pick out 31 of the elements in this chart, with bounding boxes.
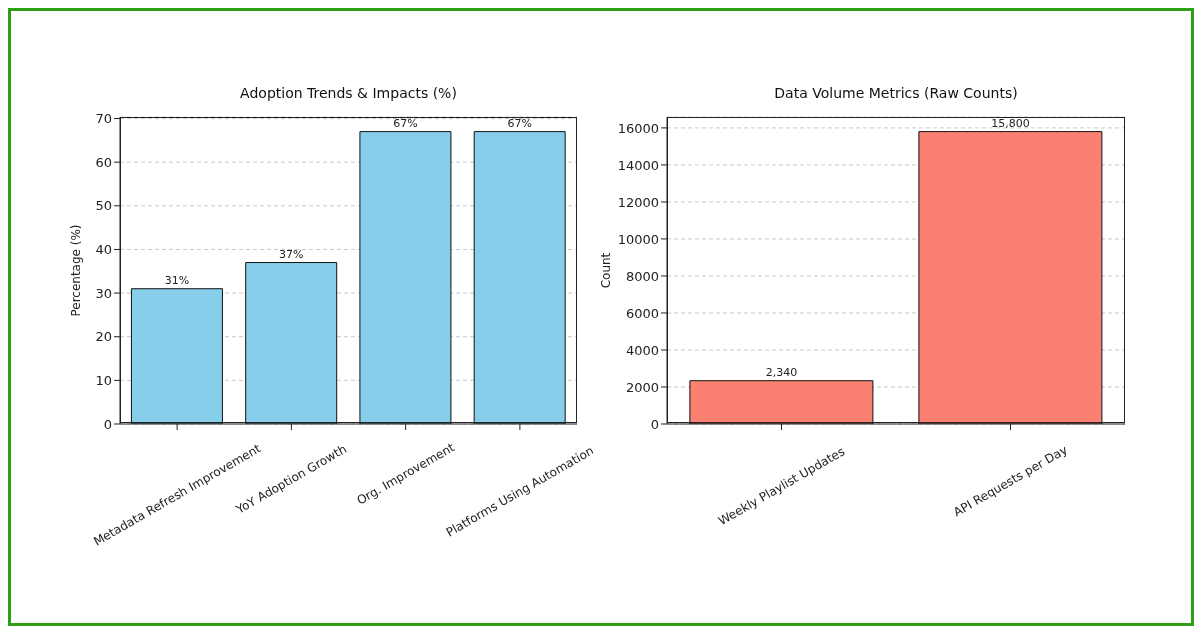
y-tick-label: 30 [95, 285, 112, 301]
data-label: 67% [507, 116, 532, 130]
y-tick-label: 0 [650, 416, 659, 432]
y-tick-label: 6000 [625, 305, 659, 321]
y-axis-title: Percentage (%) [69, 224, 84, 317]
y-tick-label: 4000 [625, 342, 659, 358]
y-tick-label: 20 [95, 329, 112, 345]
chart-title: Data Volume Metrics (Raw Counts) [773, 85, 1019, 101]
bar [359, 131, 452, 424]
y-tick-label: 12000 [617, 194, 659, 210]
y-tick-label: 8000 [625, 268, 659, 284]
data-label: 31% [164, 273, 190, 287]
y-tick-label: 50 [95, 198, 112, 214]
y-tick-label: 70 [95, 111, 112, 127]
y-tick-label: 16000 [617, 120, 659, 136]
bar [130, 288, 223, 424]
data-label: 37% [278, 247, 304, 261]
y-tick-label: 40 [95, 242, 112, 258]
bar [473, 131, 566, 424]
y-tick-label: 0 [103, 416, 112, 432]
y-tick-label: 14000 [617, 157, 659, 173]
data-label: 2,340 [765, 365, 798, 379]
data-label: 15,800 [991, 116, 1030, 130]
y-tick-label: 10000 [617, 231, 659, 247]
chart-title: Adoption Trends & Impacts (%) [239, 85, 458, 101]
y-tick-label: 10 [95, 372, 112, 388]
y-tick-label: 2000 [625, 379, 659, 395]
bar [245, 262, 338, 424]
y-axis-title: Count [599, 252, 614, 289]
data-label: 67% [393, 116, 418, 130]
y-tick-label: 60 [95, 154, 112, 170]
